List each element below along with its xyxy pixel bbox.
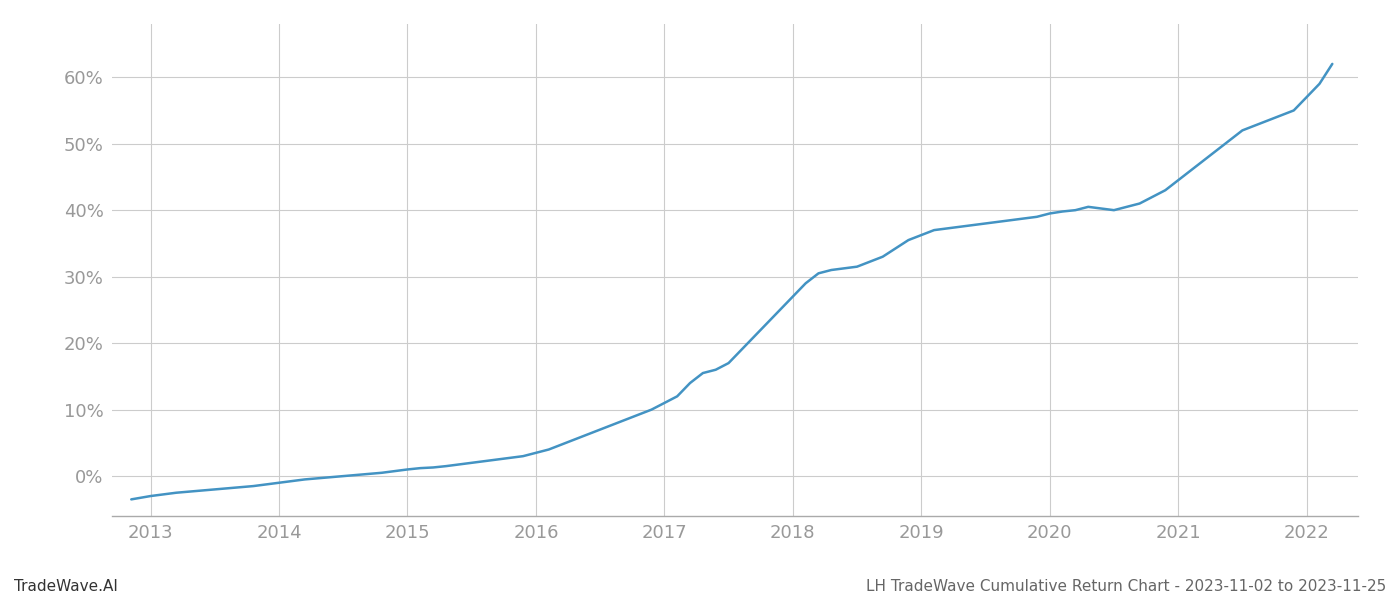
Text: LH TradeWave Cumulative Return Chart - 2023-11-02 to 2023-11-25: LH TradeWave Cumulative Return Chart - 2… bbox=[865, 579, 1386, 594]
Text: TradeWave.AI: TradeWave.AI bbox=[14, 579, 118, 594]
